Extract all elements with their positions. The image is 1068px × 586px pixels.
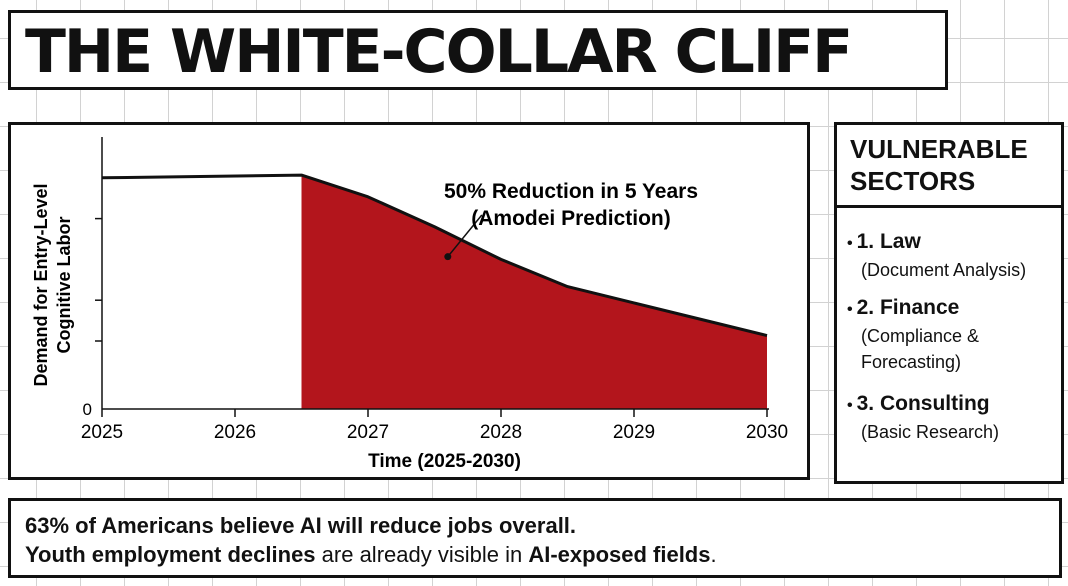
sectors-title: VULNERABLE SECTORS xyxy=(837,125,1061,208)
title-banner: THE WHITE-COLLAR CLIFF xyxy=(8,10,948,90)
x-tick-label: 2028 xyxy=(480,422,522,443)
sector-name: 3. Consulting xyxy=(856,392,990,415)
sector-detail: (Document Analysis) xyxy=(861,260,1027,280)
footer-text-part: . xyxy=(710,542,717,567)
y-tick-label: 0 xyxy=(83,400,92,419)
sector-item-finance: • 2. Finance (Compliance & Forecasting) xyxy=(847,295,1057,375)
y-axis-label: Cognitive Labor xyxy=(54,216,74,353)
bullet-icon: • xyxy=(847,301,853,318)
footer-text-part: are already visible in xyxy=(315,542,529,567)
x-axis-label: Time (2025-2030) xyxy=(368,451,521,472)
footer-text: 63% of Americans believe AI will reduce … xyxy=(25,511,717,569)
sector-detail: (Basic Research) xyxy=(861,422,1000,442)
bullet-icon: • xyxy=(847,235,853,252)
x-tick-label: 2030 xyxy=(746,422,788,443)
annotation-dot xyxy=(444,253,452,261)
footer-statistic: 63% of Americans believe AI will reduce … xyxy=(25,513,577,538)
footer-emphasis: AI-exposed fields xyxy=(528,542,711,567)
annotation-leader xyxy=(447,214,483,258)
sector-name: 1. Law xyxy=(856,230,921,253)
footer-emphasis: Youth employment declines xyxy=(25,542,316,567)
annotation-line: 50% Reduction in 5 Years xyxy=(444,180,698,203)
sector-detail: Forecasting) xyxy=(861,352,962,372)
sector-name: 2. Finance xyxy=(856,296,960,319)
footer-line-1: 63% of Americans believe AI will reduce … xyxy=(25,511,717,540)
sector-item-consulting: • 3. Consulting (Basic Research) xyxy=(847,391,1057,445)
sectors-title-line: VULNERABLE xyxy=(850,134,1028,164)
vulnerable-sectors-panel: VULNERABLE SECTORS • 1. Law (Document Ana… xyxy=(834,122,1064,484)
chart-panel: 0 2025 2026 2027 2028 2029 2030 Time (2025-2030… xyxy=(8,122,810,480)
shaded-decline-area xyxy=(301,175,767,409)
x-tick-label: 2029 xyxy=(613,422,655,443)
sectors-title-line: SECTORS xyxy=(850,166,976,196)
bullet-icon: • xyxy=(847,397,853,414)
demand-line xyxy=(101,173,768,338)
y-axis-label: Demand for Entry-Level xyxy=(31,183,51,386)
page-title: THE WHITE-COLLAR CLIFF xyxy=(25,17,853,87)
annotation-line: (Amodei Prediction) xyxy=(471,207,671,230)
footer-panel: 63% of Americans believe AI will reduce … xyxy=(8,498,1062,578)
x-tick-label: 2027 xyxy=(347,422,389,443)
sector-item-law: • 1. Law (Document Analysis) xyxy=(847,229,1057,283)
x-tick-label: 2026 xyxy=(214,422,256,443)
sector-detail: (Compliance & xyxy=(861,326,980,346)
demand-chart: 0 2025 2026 2027 2028 2029 2030 Time (2025-2030… xyxy=(31,137,788,472)
x-tick-label: 2025 xyxy=(81,422,123,443)
footer-line-2: Youth employment declines are already vi… xyxy=(25,540,717,569)
